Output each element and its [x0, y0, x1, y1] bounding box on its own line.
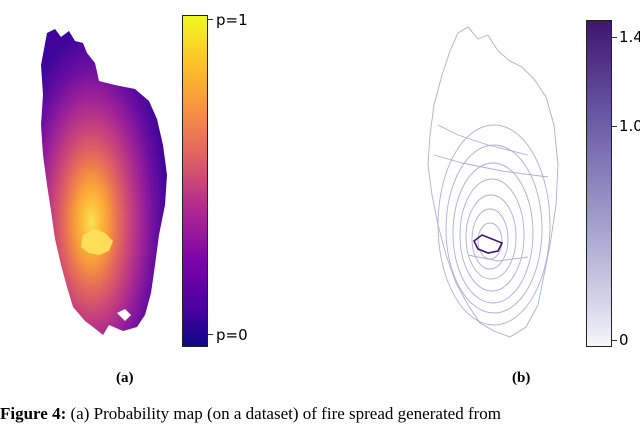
contour-ring — [437, 124, 551, 326]
caption-text: (a) Probability map (on a dataset) of fi… — [66, 404, 502, 423]
unburned-patch — [117, 309, 131, 321]
contour-ring — [445, 144, 543, 314]
contour-outer — [427, 26, 559, 338]
subfigure-label-a: (a) — [116, 370, 134, 386]
colorbar-a-tick-bottom — [208, 334, 213, 335]
subfigure-label-b: (b) — [512, 370, 531, 386]
colorbar-b-tick-14 — [612, 37, 617, 38]
contour-ring — [459, 178, 525, 292]
hotspot-core — [81, 229, 113, 255]
contour-map — [398, 5, 578, 363]
probability-map — [41, 29, 167, 335]
panel-b: 1.4 1.0 0 (b) — [340, 0, 640, 395]
contour-streak — [433, 154, 549, 178]
contour-streak — [467, 254, 529, 262]
contour-ring — [471, 208, 509, 270]
colorbar-b-tick-10 — [612, 126, 617, 127]
panel-a: p=1 p=0 (a) — [0, 0, 300, 395]
contour-ring — [465, 194, 517, 280]
contour-streak — [437, 124, 529, 156]
caption-prefix: Figure 4: — [0, 404, 67, 423]
contour-peak — [472, 234, 504, 254]
colorbar-a — [182, 15, 208, 347]
contour-ring — [452, 162, 534, 304]
colorbar-b-label-0: 0 — [619, 331, 629, 349]
burn-area-shape — [41, 29, 167, 335]
colorbar-b-label-10: 1.0 — [619, 117, 640, 135]
colorbar-a-bottom-label: p=0 — [216, 326, 248, 344]
colorbar-b — [586, 20, 612, 347]
colorbar-b-label-14: 1.4 — [619, 28, 640, 46]
figure-caption: Figure 4: (a) Probability map (on a data… — [0, 404, 640, 424]
colorbar-b-tick-0 — [612, 340, 617, 341]
colorbar-a-tick-top — [208, 19, 213, 20]
colorbar-a-top-label: p=1 — [216, 11, 248, 29]
